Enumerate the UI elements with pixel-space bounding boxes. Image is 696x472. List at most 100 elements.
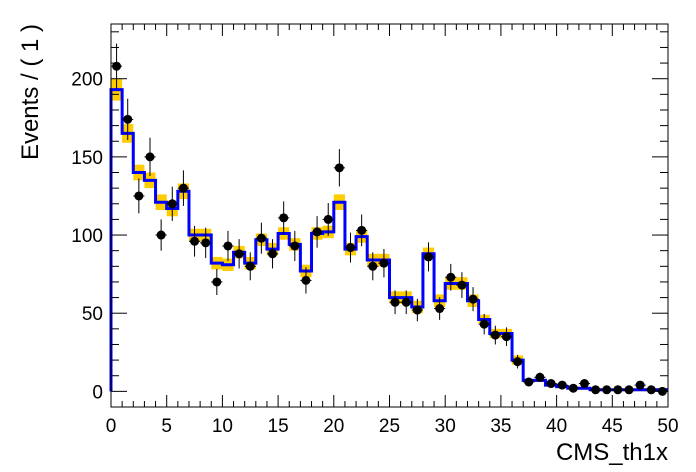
data-point	[255, 222, 267, 254]
data-point	[278, 201, 290, 235]
data-marker	[245, 261, 255, 271]
data-marker	[268, 249, 278, 259]
data-marker	[201, 238, 211, 248]
x-tick-label: 45	[602, 416, 623, 437]
data-point	[133, 178, 145, 214]
data-marker	[178, 183, 188, 193]
data-point	[512, 354, 524, 369]
axis-ticks	[110, 24, 669, 407]
data-marker	[423, 252, 433, 262]
data-point	[612, 385, 624, 395]
data-point	[122, 98, 134, 140]
data-point	[389, 290, 401, 315]
data-point	[155, 219, 167, 251]
data-marker	[312, 227, 322, 237]
data-point	[200, 227, 212, 259]
data-marker	[435, 304, 445, 314]
data-marker	[112, 61, 122, 71]
data-marker	[524, 377, 534, 387]
data-point	[645, 385, 657, 395]
data-marker	[323, 214, 333, 224]
data-marker	[234, 249, 244, 259]
data-point	[422, 242, 435, 272]
data-marker	[479, 319, 489, 329]
x-tick-label: 40	[546, 416, 567, 437]
tick-labels: 0 5 10 15 20 25 30 35 40 45 50 0 50 100 150 200	[71, 70, 678, 437]
data-marker	[256, 233, 266, 243]
data-marker	[346, 243, 356, 253]
x-tick-label: 10	[212, 416, 233, 437]
y-tick-label: 200	[71, 70, 103, 91]
data-point	[333, 149, 345, 187]
data-point	[322, 203, 334, 236]
y-tick-label: 50	[82, 304, 103, 325]
data-marker	[190, 236, 200, 246]
x-tick-label: 20	[323, 416, 344, 437]
data-marker	[624, 385, 634, 395]
data-marker	[134, 191, 144, 201]
data-marker	[579, 379, 589, 389]
data-point	[356, 214, 368, 247]
data-point	[534, 372, 546, 382]
data-marker	[390, 297, 400, 307]
data-point	[378, 249, 390, 278]
data-marker	[613, 385, 623, 395]
data-marker	[301, 275, 311, 285]
data-point	[467, 287, 479, 312]
data-point	[434, 297, 446, 320]
y-tick-label: 150	[71, 148, 103, 169]
data-marker	[167, 199, 177, 209]
data-point	[456, 272, 468, 298]
data-marker	[334, 163, 344, 173]
data-marker	[635, 380, 645, 390]
data-marker	[290, 241, 300, 251]
data-point	[556, 380, 568, 390]
data-point	[344, 232, 357, 263]
data-points	[111, 43, 668, 396]
data-point	[411, 298, 423, 322]
data-point	[545, 379, 557, 389]
data-marker	[446, 272, 456, 282]
x-tick-label: 35	[490, 416, 511, 437]
data-point	[177, 170, 189, 206]
data-point	[489, 325, 501, 345]
data-point	[523, 377, 535, 387]
data-marker	[412, 305, 422, 315]
fit-line	[109, 88, 668, 392]
data-marker	[568, 383, 578, 393]
data-marker	[501, 332, 511, 342]
data-point	[567, 383, 579, 393]
data-marker	[490, 330, 500, 340]
data-point	[601, 385, 613, 395]
data-point	[266, 239, 279, 269]
data-marker	[368, 261, 378, 271]
data-marker	[535, 372, 545, 382]
data-marker	[468, 294, 478, 304]
data-marker	[156, 230, 166, 240]
x-tick-label: 0	[106, 416, 117, 437]
data-point	[445, 263, 457, 291]
data-point	[578, 379, 591, 389]
data-point	[222, 230, 234, 262]
x-tick-label: 25	[379, 416, 400, 437]
data-point	[188, 225, 201, 257]
data-point	[111, 43, 123, 89]
data-point	[590, 385, 602, 395]
data-marker	[279, 213, 289, 223]
data-marker	[123, 114, 133, 124]
data-point	[300, 267, 312, 294]
data-marker	[557, 380, 567, 390]
data-point	[144, 137, 156, 177]
data-point	[233, 239, 245, 269]
data-point	[623, 385, 635, 395]
data-marker	[357, 225, 367, 235]
data-point	[211, 268, 223, 296]
plot-frame	[110, 23, 669, 408]
x-tick-label: 50	[657, 416, 678, 437]
data-marker	[591, 385, 601, 395]
data-point	[634, 380, 646, 390]
fit-curve	[109, 88, 668, 392]
x-tick-label: 15	[268, 416, 289, 437]
data-point	[244, 252, 256, 281]
